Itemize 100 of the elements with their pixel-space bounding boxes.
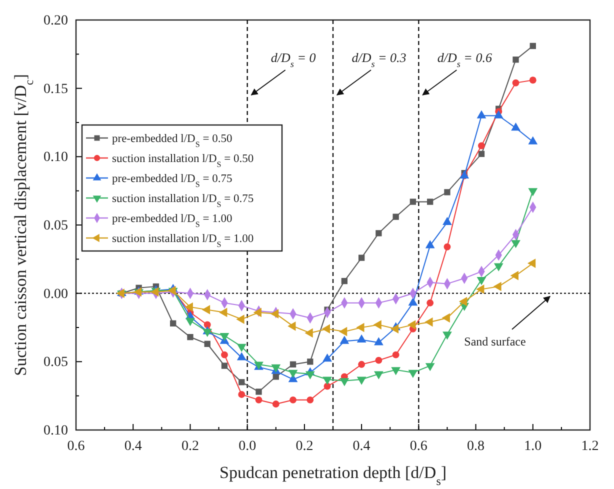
point bbox=[390, 324, 399, 334]
y-tick-label: 0.20 bbox=[44, 13, 68, 28]
y-tick-label: 0.10 bbox=[44, 150, 68, 166]
point bbox=[202, 305, 210, 314]
point bbox=[255, 396, 262, 404]
x-tick-label: 0.2 bbox=[296, 438, 314, 454]
point bbox=[530, 42, 536, 50]
point bbox=[410, 198, 416, 205]
legend-label: suction installation l/D$_{S}$ = 1.00 bbox=[112, 233, 254, 248]
point bbox=[306, 396, 314, 404]
ref-line-label: Sand surface bbox=[464, 334, 526, 348]
point bbox=[442, 332, 452, 340]
point bbox=[288, 321, 296, 331]
point bbox=[322, 324, 330, 334]
y-tick-label: 0.00 bbox=[44, 286, 68, 302]
point bbox=[478, 150, 485, 158]
point bbox=[392, 351, 400, 358]
point bbox=[324, 382, 331, 390]
legend-label: pre-embedded l/D$_{S}$ = 0.50 bbox=[112, 133, 232, 148]
point bbox=[476, 276, 486, 286]
y-tick-label: 0.10 bbox=[44, 423, 68, 438]
point bbox=[512, 56, 519, 63]
point bbox=[236, 314, 244, 324]
point bbox=[356, 322, 364, 332]
point bbox=[290, 361, 296, 368]
point bbox=[494, 263, 504, 272]
y-tick-label: 0.05 bbox=[44, 218, 68, 234]
point bbox=[408, 320, 416, 330]
point bbox=[290, 396, 296, 404]
point bbox=[476, 284, 484, 294]
point bbox=[256, 388, 262, 395]
point bbox=[341, 278, 348, 284]
point bbox=[358, 254, 365, 261]
point bbox=[184, 302, 193, 312]
point bbox=[221, 362, 228, 369]
point bbox=[391, 367, 401, 376]
point bbox=[424, 317, 433, 327]
point bbox=[375, 356, 382, 364]
point bbox=[202, 328, 212, 338]
point bbox=[528, 136, 538, 144]
point bbox=[238, 379, 245, 386]
point bbox=[392, 214, 399, 220]
x-tick-label: 1.2 bbox=[581, 438, 599, 454]
legend-label: suction installation l/D$_{S}$ = 0.50 bbox=[112, 153, 254, 168]
point bbox=[376, 230, 382, 236]
y-tick-label: 0.05 bbox=[44, 355, 68, 370]
point bbox=[339, 326, 348, 336]
point bbox=[426, 299, 434, 306]
point bbox=[236, 352, 246, 360]
point bbox=[221, 351, 228, 358]
point bbox=[511, 122, 520, 131]
point bbox=[358, 360, 366, 368]
point bbox=[305, 371, 315, 380]
legend-label: pre-embedded l/D$_{S}$ = 0.75 bbox=[112, 173, 232, 188]
x-tick-label: 0.4 bbox=[124, 438, 142, 454]
x-tick-label: 0.8 bbox=[467, 438, 485, 454]
point bbox=[322, 376, 332, 385]
x-tick-label: 0.6 bbox=[410, 438, 428, 454]
ref-line-label: d/D$_{s}$ = 0 bbox=[270, 50, 316, 69]
point bbox=[512, 79, 520, 86]
x-tick-label: 1.0 bbox=[524, 438, 542, 454]
point bbox=[238, 390, 246, 398]
point bbox=[374, 337, 384, 346]
point bbox=[425, 363, 435, 372]
point bbox=[272, 374, 279, 380]
point bbox=[304, 328, 313, 338]
x-tick-label: 0.0 bbox=[238, 438, 256, 454]
point bbox=[204, 321, 211, 328]
y-tick-label: 0.15 bbox=[44, 82, 68, 97]
point bbox=[476, 110, 486, 118]
x-axis-title: Spudcan penetration depth [d/D$_{s}$] bbox=[219, 463, 447, 488]
ref-line-label: d/D$_{s}$ = 0.6 bbox=[437, 50, 492, 69]
legend-label: pre-embedded l/D$_{S}$ = 1.00 bbox=[112, 213, 232, 228]
point bbox=[527, 258, 536, 268]
point bbox=[478, 142, 485, 150]
point bbox=[374, 371, 384, 380]
point bbox=[408, 370, 418, 378]
point bbox=[444, 243, 451, 250]
point bbox=[427, 198, 434, 205]
point bbox=[270, 309, 279, 319]
point bbox=[510, 270, 518, 280]
point bbox=[288, 370, 298, 378]
point bbox=[408, 297, 418, 306]
point bbox=[322, 354, 332, 362]
point bbox=[220, 332, 230, 342]
point bbox=[442, 313, 450, 323]
point bbox=[442, 216, 452, 225]
x-tick-label: 0.6 bbox=[67, 438, 85, 454]
point bbox=[356, 376, 366, 385]
x-tick-label: 0.2 bbox=[181, 438, 199, 454]
point bbox=[253, 308, 262, 318]
point bbox=[236, 344, 246, 352]
point bbox=[187, 334, 194, 340]
ref-line-label: d/D$_{s}$ = 0.3 bbox=[352, 50, 407, 69]
point bbox=[186, 318, 195, 326]
point bbox=[444, 189, 450, 196]
point bbox=[493, 282, 502, 292]
point bbox=[494, 110, 504, 118]
point bbox=[529, 76, 536, 84]
point bbox=[373, 320, 382, 330]
